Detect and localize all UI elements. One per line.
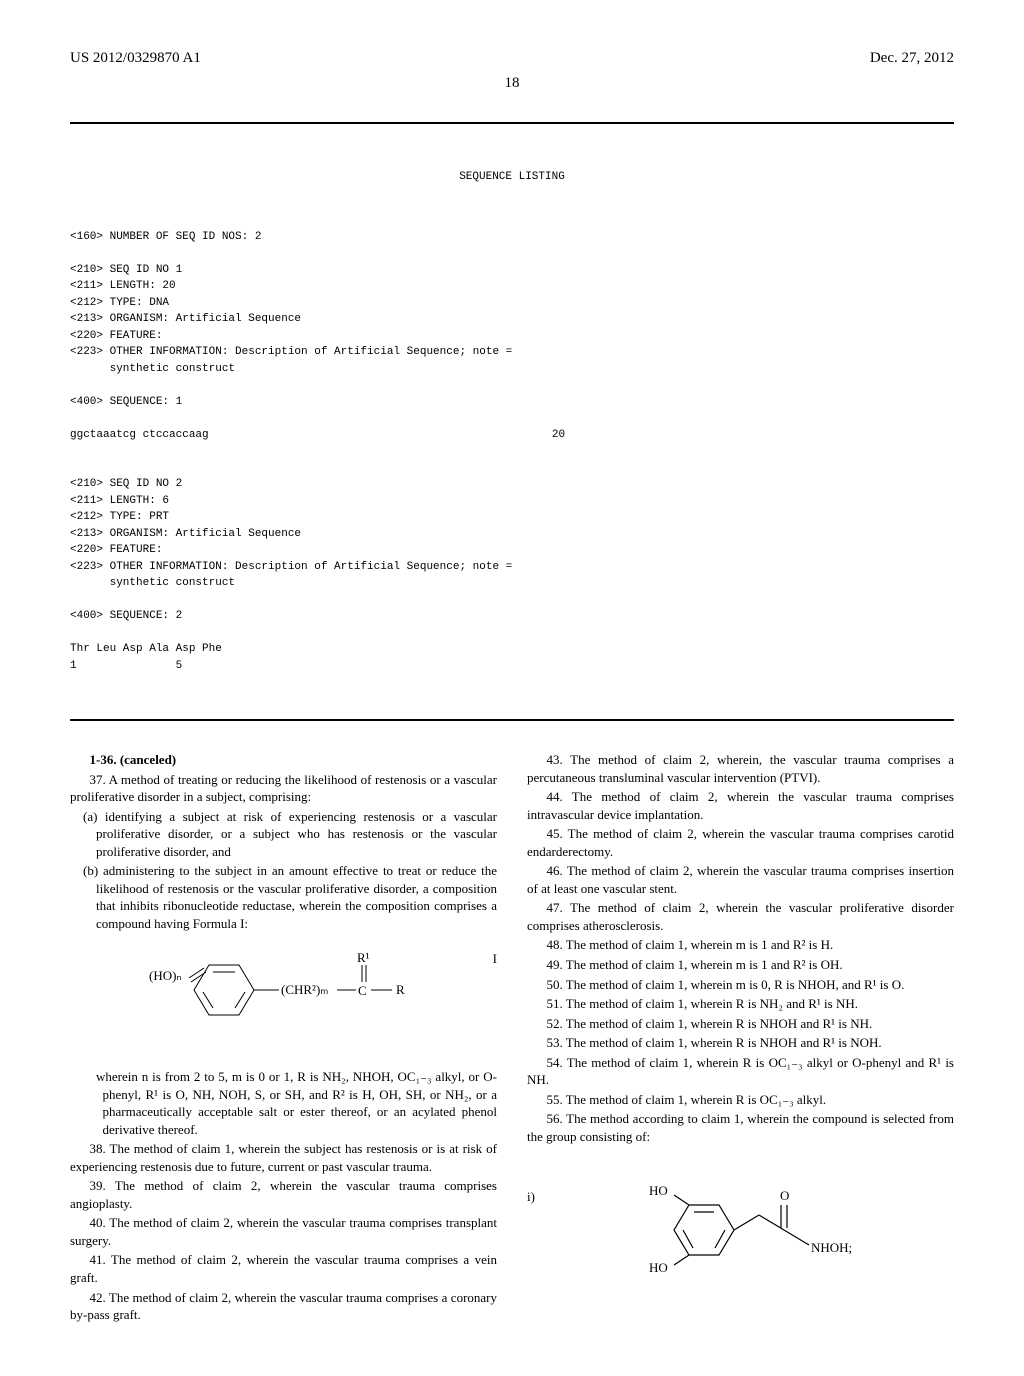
page-header: US 2012/0329870 A1 Dec. 27, 2012 bbox=[70, 50, 954, 67]
claim-53: 53. The method of claim 1, wherein R is … bbox=[527, 1034, 954, 1052]
carbonyl-o: O bbox=[780, 1188, 789, 1203]
claim-37b: (b) administering to the subject in an a… bbox=[96, 862, 497, 932]
structure-i: HO HO O NHOH; bbox=[527, 1170, 954, 1290]
claim-46: 46. The method of claim 2, wherein the v… bbox=[527, 862, 954, 897]
claim-37a: (a) identifying a subject at risk of exp… bbox=[96, 808, 497, 861]
claim-42: 42. The method of claim 2, wherein the v… bbox=[70, 1289, 497, 1324]
sequence-listing-title: SEQUENCE LISTING bbox=[70, 169, 954, 196]
c-label: C bbox=[358, 983, 367, 998]
claims-columns: 1-36. (canceled) 37. A method of treatin… bbox=[70, 751, 954, 1326]
claim-50: 50. The method of claim 1, wherein m is … bbox=[527, 976, 954, 994]
claim-41: 41. The method of claim 2, wherein the v… bbox=[70, 1251, 497, 1286]
claim-52: 52. The method of claim 1, wherein R is … bbox=[527, 1015, 954, 1033]
ho-top: HO bbox=[649, 1183, 668, 1198]
ho-bottom: HO bbox=[649, 1260, 668, 1275]
claim-37: 37. A method of treating or reducing the… bbox=[70, 771, 497, 806]
claim-45: 45. The method of claim 2, wherein the v… bbox=[527, 825, 954, 860]
claim-40: 40. The method of claim 2, wherein the v… bbox=[70, 1214, 497, 1249]
structure-i-label: i) bbox=[527, 1188, 535, 1206]
sequence-listing-block: SEQUENCE LISTING <160> NUMBER OF SEQ ID … bbox=[70, 122, 954, 721]
nhoh-label: NHOH; bbox=[811, 1240, 852, 1255]
claim-43: 43. The method of claim 2, wherein, the … bbox=[527, 751, 954, 786]
formula-I-label: I bbox=[493, 950, 497, 968]
claim-39: 39. The method of claim 2, wherein the v… bbox=[70, 1177, 497, 1212]
left-column: 1-36. (canceled) 37. A method of treatin… bbox=[70, 751, 497, 1326]
claim-48: 48. The method of claim 1, wherein m is … bbox=[527, 936, 954, 954]
claim-37-wherein: wherein n is from 2 to 5, m is 0 or 1, R… bbox=[103, 1068, 498, 1138]
formula-I: I (HO)ₙ (CHR²)ₘ C R bbox=[70, 950, 497, 1050]
structure-i-block: i) HO HO bbox=[527, 1170, 954, 1290]
claim-38: 38. The method of claim 1, wherein the s… bbox=[70, 1140, 497, 1175]
claim-56: 56. The method according to claim 1, whe… bbox=[527, 1110, 954, 1145]
page-number: 18 bbox=[70, 75, 954, 92]
claim-49: 49. The method of claim 1, wherein m is … bbox=[527, 956, 954, 974]
ho-n-label: (HO)ₙ bbox=[149, 968, 182, 983]
claim-51: 51. The method of claim 1, wherein R is … bbox=[527, 995, 954, 1013]
claims-canceled: 1-36. (canceled) bbox=[70, 751, 497, 769]
r-label: R bbox=[396, 982, 405, 997]
structure-i-svg: HO HO O NHOH; bbox=[634, 1170, 854, 1285]
publication-number: US 2012/0329870 A1 bbox=[70, 50, 201, 67]
sequence-listing-body: <160> NUMBER OF SEQ ID NOS: 2 <210> SEQ … bbox=[70, 229, 954, 675]
claim-55: 55. The method of claim 1, wherein R is … bbox=[527, 1091, 954, 1109]
formula-I-structure: (HO)ₙ (CHR²)ₘ C R¹ bbox=[144, 950, 424, 1045]
claim-44: 44. The method of claim 2, wherein the v… bbox=[527, 788, 954, 823]
publication-date: Dec. 27, 2012 bbox=[870, 50, 954, 67]
right-column: 43. The method of claim 2, wherein, the … bbox=[527, 751, 954, 1326]
r1-label: R¹ bbox=[357, 950, 370, 965]
claim-47: 47. The method of claim 2, wherein the v… bbox=[527, 899, 954, 934]
chr2-m-label: (CHR²)ₘ bbox=[281, 982, 328, 997]
patent-page: US 2012/0329870 A1 Dec. 27, 2012 18 SEQU… bbox=[0, 0, 1024, 1376]
claim-54: 54. The method of claim 1, wherein R is … bbox=[527, 1054, 954, 1089]
